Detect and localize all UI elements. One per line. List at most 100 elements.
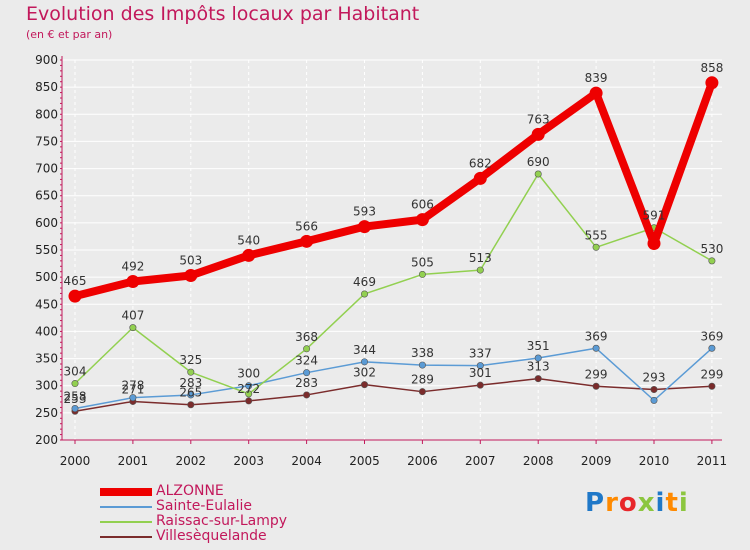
point-alzonne (242, 248, 256, 262)
point-sainte-eulalie (650, 396, 658, 404)
point-sainte-eulalie (592, 344, 600, 352)
point-sainte-eulalie (245, 382, 253, 390)
point-villesequelande (708, 382, 716, 390)
point-sainte-eulalie (418, 361, 426, 369)
data-label-raissac-sur-lampy: 368 (295, 330, 318, 344)
y-tick-label: 650 (35, 189, 58, 203)
point-raissac-sur-lampy (418, 270, 426, 278)
point-sainte-eulalie (360, 358, 368, 366)
point-raissac-sur-lampy (71, 380, 79, 388)
data-label-villesequelande: 299 (700, 367, 723, 381)
point-alzonne (705, 76, 719, 90)
y-tick-label: 700 (35, 162, 58, 176)
x-tick-label: 2011 (697, 454, 728, 468)
y-tick-label: 850 (35, 80, 58, 94)
data-label-alzonne: 839 (585, 71, 608, 85)
data-label-raissac-sur-lampy: 304 (64, 365, 87, 379)
point-alzonne (531, 127, 545, 141)
point-raissac-sur-lampy (303, 345, 311, 353)
data-label-sainte-eulalie: 324 (295, 354, 318, 368)
point-villesequelande (476, 381, 484, 389)
logo-letter: x (637, 488, 656, 518)
x-tick-label: 2007 (465, 454, 496, 468)
data-label-villesequelande: 253 (64, 392, 87, 406)
data-label-raissac-sur-lampy: 505 (411, 255, 434, 269)
point-villesequelande (303, 391, 311, 399)
x-tick-label: 2009 (581, 454, 612, 468)
point-raissac-sur-lampy (245, 390, 253, 398)
data-label-sainte-eulalie: 338 (411, 346, 434, 360)
point-alzonne (647, 236, 661, 250)
data-label-alzonne: 465 (64, 274, 87, 288)
point-alzonne (473, 171, 487, 185)
point-raissac-sur-lampy (708, 257, 716, 265)
data-label-alzonne: 763 (527, 112, 550, 126)
logo-letter: i (655, 488, 666, 518)
proxiti-logo: Proxiti (585, 488, 689, 518)
y-tick-label: 550 (35, 243, 58, 257)
data-label-raissac-sur-lampy: 513 (469, 251, 492, 265)
data-label-sainte-eulalie: 351 (527, 339, 550, 353)
point-alzonne (589, 86, 603, 100)
point-sainte-eulalie (71, 405, 79, 413)
logo-letter: o (618, 488, 638, 518)
point-raissac-sur-lampy (187, 368, 195, 376)
series-line-villesequelande (74, 377, 712, 412)
data-label-raissac-sur-lampy: 407 (121, 309, 144, 323)
data-label-raissac-sur-lampy: 690 (527, 155, 550, 169)
data-label-sainte-eulalie: 344 (353, 343, 376, 357)
point-villesequelande (418, 388, 426, 396)
data-label-villesequelande: 272 (237, 382, 260, 396)
data-label-sainte-eulalie: 278 (121, 379, 144, 393)
data-label-villesequelande: 289 (411, 373, 434, 387)
legend-label-sainte-eulalie: Sainte-Eulalie (156, 498, 252, 514)
data-label-raissac-sur-lampy: 591 (643, 209, 666, 223)
y-tick-label: 450 (35, 297, 58, 311)
y-tick-label: 200 (35, 433, 58, 447)
point-alzonne (358, 220, 371, 234)
legend-swatch-raissac-sur-lampy (100, 521, 152, 523)
data-label-alzonne: 566 (295, 219, 318, 233)
data-label-sainte-eulalie: 369 (700, 329, 723, 343)
point-alzonne (184, 269, 198, 283)
x-tick-label: 2000 (60, 454, 91, 468)
point-alzonne (415, 213, 429, 227)
data-label-alzonne: 540 (237, 233, 260, 247)
point-alzonne (68, 289, 82, 303)
data-label-villesequelande: 271 (121, 382, 144, 396)
point-raissac-sur-lampy (592, 243, 600, 251)
point-sainte-eulalie (534, 354, 542, 362)
logo-letter: P (585, 488, 606, 518)
y-tick-label: 500 (35, 270, 58, 284)
point-villesequelande (534, 375, 542, 383)
legend-swatch-villesequelande (100, 536, 152, 538)
data-label-alzonne: 606 (411, 198, 434, 212)
point-villesequelande (187, 401, 195, 409)
logo-letter: r (605, 488, 619, 518)
y-tick-label: 600 (35, 216, 58, 230)
logo-letter: t (665, 488, 679, 518)
legend-label-alzonne: ALZONNE (156, 483, 224, 499)
point-raissac-sur-lampy (476, 266, 484, 274)
data-label-alzonne: 858 (700, 61, 723, 75)
point-sainte-eulalie (476, 362, 484, 370)
point-raissac-sur-lampy (534, 170, 542, 178)
axes: 200 250 300 350 400 450 500 550 600 650 700 750 800 8… (35, 53, 727, 468)
logo-letter: i (678, 488, 689, 518)
data-label-sainte-eulalie: 283 (179, 376, 202, 390)
y-tick-label: 900 (35, 53, 58, 67)
chart-subtitle: (en € et par an) (26, 28, 113, 41)
point-villesequelande (592, 382, 600, 390)
point-sainte-eulalie (303, 369, 311, 377)
series (68, 76, 719, 415)
data-label-raissac-sur-lampy: 325 (179, 353, 202, 367)
data-label-alzonne: 593 (353, 205, 376, 219)
y-tick-label: 800 (35, 107, 58, 121)
data-label-villesequelande: 302 (353, 366, 376, 380)
point-sainte-eulalie (129, 394, 137, 402)
data-label-villesequelande: 293 (643, 371, 666, 385)
series-line-alzonne (74, 81, 716, 301)
x-tick-label: 2001 (118, 454, 149, 468)
data-label-raissac-sur-lampy: 469 (353, 275, 376, 289)
